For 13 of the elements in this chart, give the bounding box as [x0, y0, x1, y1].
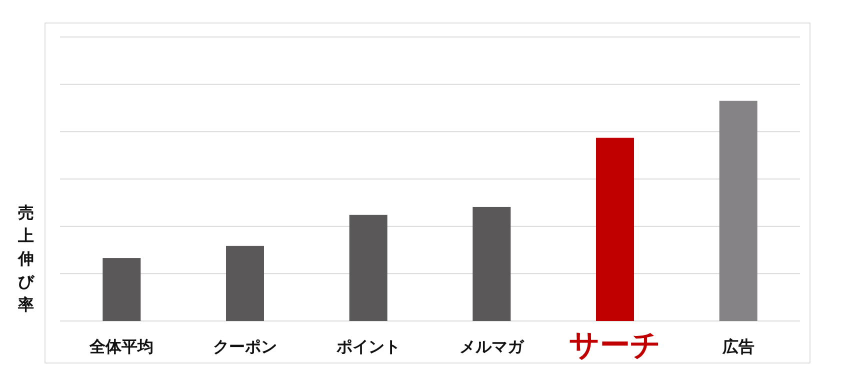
x-tick-label: 全体平均: [88, 337, 154, 356]
bar: [102, 258, 141, 321]
x-tick-label: ポイント: [335, 337, 400, 356]
x-tick-label: 広告: [721, 337, 754, 356]
bar: [596, 138, 634, 321]
x-tick-label: メルマガ: [460, 337, 525, 356]
y-axis-title: 売上伸び率: [17, 203, 35, 314]
bar: [719, 100, 758, 321]
bar: [226, 246, 264, 321]
bar: [472, 206, 511, 321]
x-tick-label: クーポン: [213, 337, 277, 356]
bar: [349, 214, 388, 321]
x-tick-label: サーチ: [569, 328, 661, 363]
